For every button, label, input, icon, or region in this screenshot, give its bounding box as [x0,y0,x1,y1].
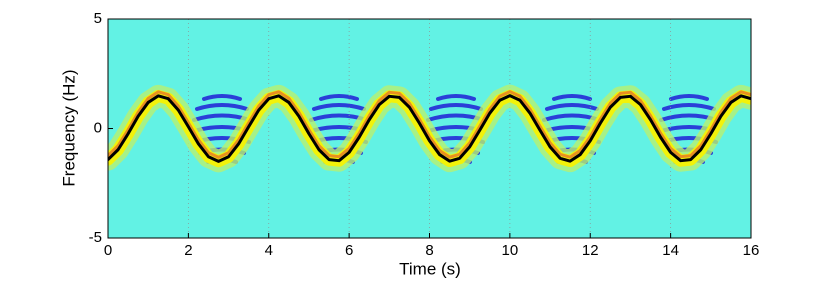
line [108,94,751,163]
x-axis-label: Time (s) [399,259,461,278]
y-tick-label: -5 [89,229,102,246]
x-tick-label: 8 [425,242,433,259]
x-tick-label: 6 [345,242,353,259]
ridge-core [108,90,751,159]
x-tick-label: 2 [184,242,192,259]
plot-marks [108,19,751,238]
y-tick-label: 5 [94,10,102,27]
x-tick-label: 0 [104,242,112,259]
x-tick-label: 14 [662,242,679,259]
x-tick-label: 10 [502,242,519,259]
x-tick-label: 12 [582,242,599,259]
y-tick-label: 0 [94,119,102,136]
x-tick-label: 4 [265,242,273,259]
y-axis-label: Frequency (Hz) [59,69,78,186]
x-tick-label: 16 [743,242,760,259]
